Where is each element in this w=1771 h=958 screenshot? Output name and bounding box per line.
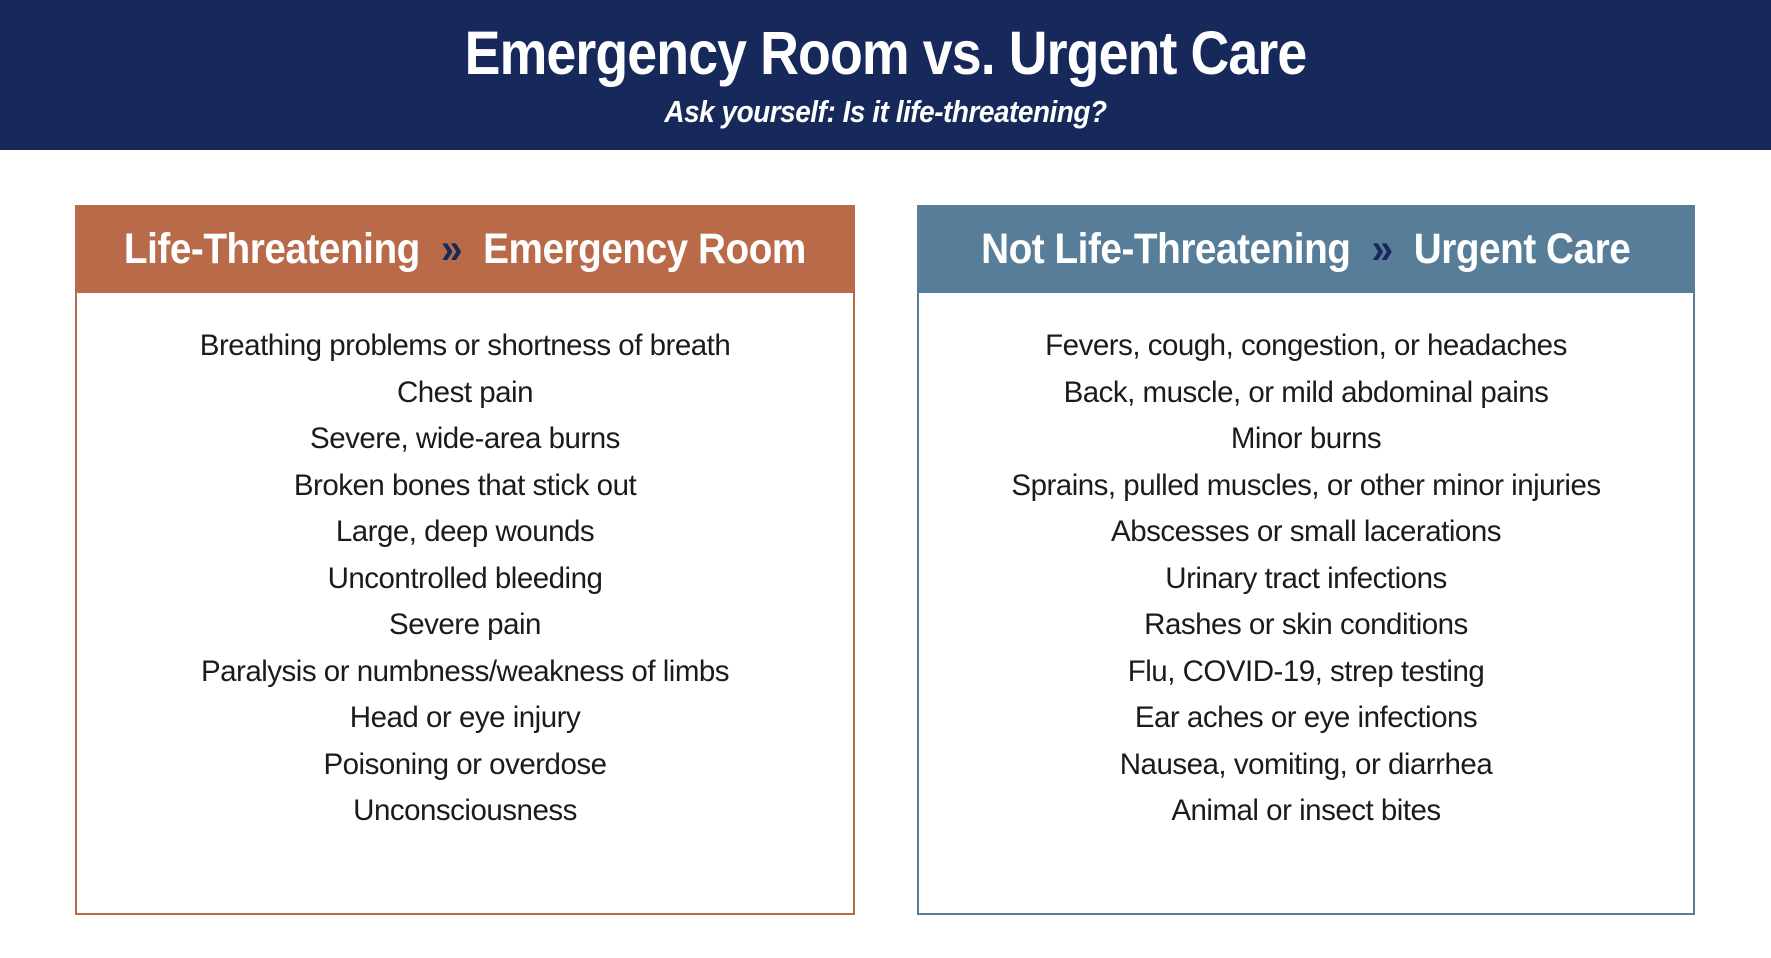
panel-emergency-room: Life-Threatening » Emergency Room Breath…	[75, 205, 855, 915]
heading-condition-label: Life-Threatening	[123, 224, 420, 273]
list-item: Unconsciousness	[353, 794, 577, 827]
page-title: Emergency Room vs. Urgent Care	[464, 19, 1308, 87]
heading-destination-label: Emergency Room	[483, 224, 807, 273]
emergency-room-symptom-list: Breathing problems or shortness of breat…	[77, 323, 853, 835]
list-item: Animal or insect bites	[1171, 794, 1441, 827]
list-item: Paralysis or numbness/weakness of limbs	[200, 654, 730, 688]
list-item: Breathing problems or shortness of breat…	[199, 329, 731, 362]
list-item: Ear aches or eye infections	[1134, 701, 1478, 734]
title-banner: Emergency Room vs. Urgent Care Ask yours…	[0, 0, 1771, 150]
chevron-separator-icon: »	[441, 224, 463, 273]
urgent-care-symptom-list: Fevers, cough, congestion, or headaches …	[919, 323, 1693, 835]
list-item: Sprains, pulled muscles, or other minor …	[1011, 468, 1601, 502]
list-item: Large, deep wounds	[335, 515, 595, 548]
panel-urgent-care-body: Fevers, cough, congestion, or headaches …	[917, 293, 1695, 915]
list-item: Nausea, vomiting, or diarrhea	[1119, 747, 1493, 781]
list-item: Urinary tract infections	[1165, 561, 1447, 595]
list-item: Rashes or skin conditions	[1144, 608, 1468, 641]
list-item: Back, muscle, or mild abdominal pains	[1063, 375, 1549, 409]
panel-urgent-care-heading: Not Life-Threatening » Urgent Care	[981, 224, 1631, 274]
list-item: Poisoning or overdose	[323, 747, 607, 781]
list-item: Minor burns	[1230, 422, 1382, 455]
list-item: Chest pain	[396, 375, 534, 409]
list-item: Flu, COVID-19, strep testing	[1127, 654, 1485, 688]
list-item: Uncontrolled bleeding	[327, 561, 603, 595]
chevron-separator-icon: »	[1371, 224, 1394, 273]
panel-emergency-room-body: Breathing problems or shortness of breat…	[75, 293, 855, 915]
heading-destination-label: Urgent Care	[1414, 224, 1631, 273]
panel-emergency-room-heading: Life-Threatening » Emergency Room	[124, 225, 806, 274]
panel-urgent-care: Not Life-Threatening » Urgent Care Fever…	[917, 205, 1695, 915]
list-item: Severe pain	[389, 608, 541, 641]
list-item: Head or eye injury	[349, 701, 581, 734]
panel-emergency-room-header: Life-Threatening » Emergency Room	[75, 205, 855, 293]
list-item: Fevers, cough, congestion, or headaches	[1045, 329, 1567, 362]
list-item: Severe, wide-area burns	[310, 422, 620, 455]
page-subtitle: Ask yourself: Is it life-threatening?	[664, 94, 1107, 129]
list-item: Broken bones that stick out	[293, 468, 637, 502]
panel-urgent-care-header: Not Life-Threatening » Urgent Care	[917, 205, 1695, 293]
list-item: Abscesses or small lacerations	[1111, 515, 1501, 548]
heading-condition-label: Not Life-Threatening	[981, 224, 1351, 273]
